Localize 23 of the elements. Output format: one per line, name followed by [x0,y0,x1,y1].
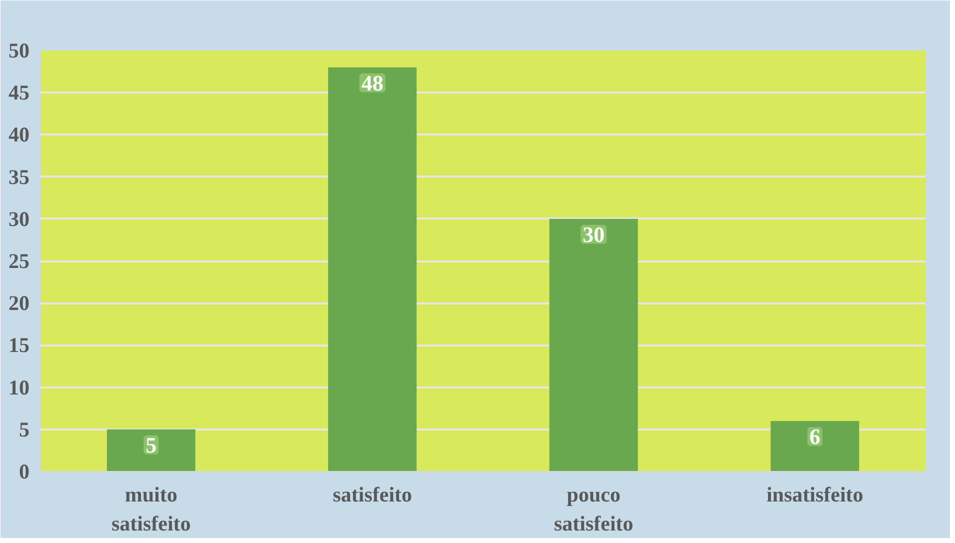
data-label: 6 [809,424,820,449]
y-tick-label: 5 [19,417,30,442]
y-tick-label: 40 [8,122,30,147]
bar [106,429,196,472]
y-tick-label: 20 [8,291,30,316]
y-tick-label: 30 [8,206,30,231]
y-tick-label: 50 [8,38,30,62]
data-label: 5 [146,432,157,458]
x-tick-label: insatisfeito [766,482,864,506]
x-tick-label: muito satisfeito [111,482,191,536]
y-tick-label: 0 [19,460,30,484]
data-label: 30 [582,222,605,247]
data-label: 48 [361,70,384,96]
y-tick-label: 15 [8,333,30,358]
bar [328,67,417,472]
y-tick-label: 45 [8,80,30,105]
y-tick-label: 25 [8,249,30,273]
bar [549,218,638,472]
x-tick-label: pouco satisfeito [554,482,634,536]
x-tick-label: satisfeito [332,482,412,506]
y-tick-label: 35 [8,164,30,189]
y-tick-label: 10 [8,375,30,400]
bar [770,420,860,472]
